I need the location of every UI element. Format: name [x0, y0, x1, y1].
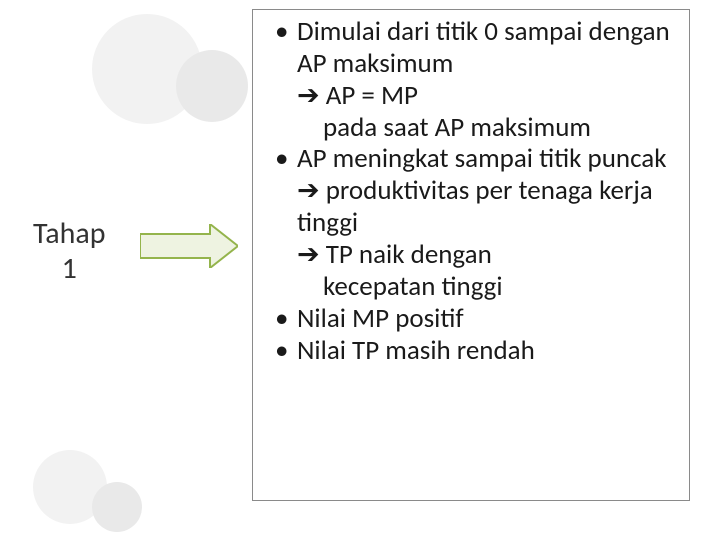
bullet-item: Nilai MP positif	[267, 303, 675, 335]
stage-label-line1: Tahap	[33, 215, 106, 252]
bullet-item: AP meningkat sampai titik puncak ➔ produ…	[267, 143, 675, 302]
content-box: Dimulai dari titik 0 sampai dengan AP ma…	[252, 9, 690, 501]
bullet-subtext: ➔ TP naik dengan	[297, 239, 675, 271]
bullet-subtext: kecepatan tinggi	[297, 271, 675, 303]
bullet-text: Dimulai dari titik 0 sampai dengan AP ma…	[297, 15, 670, 80]
bullet-item: Nilai TP masih rendah	[267, 335, 675, 367]
bullet-item: Dimulai dari titik 0 sampai dengan AP ma…	[267, 16, 675, 143]
bullet-text: Nilai TP masih rendah	[297, 334, 535, 367]
bullet-subtext: ➔ AP = MP	[297, 80, 675, 112]
bullet-list: Dimulai dari titik 0 sampai dengan AP ma…	[267, 16, 675, 366]
stage-label-line2: 1	[62, 250, 77, 287]
decorative-circle	[176, 50, 248, 122]
bullet-text: AP meningkat sampai titik puncak ➔ produ…	[297, 142, 667, 239]
stage-label: Tahap 1	[27, 215, 112, 288]
arrow-icon	[140, 224, 238, 273]
decorative-circle	[92, 482, 142, 532]
bullet-text: Nilai MP positif	[297, 302, 464, 335]
bullet-subtext: pada saat AP maksimum	[297, 112, 675, 144]
